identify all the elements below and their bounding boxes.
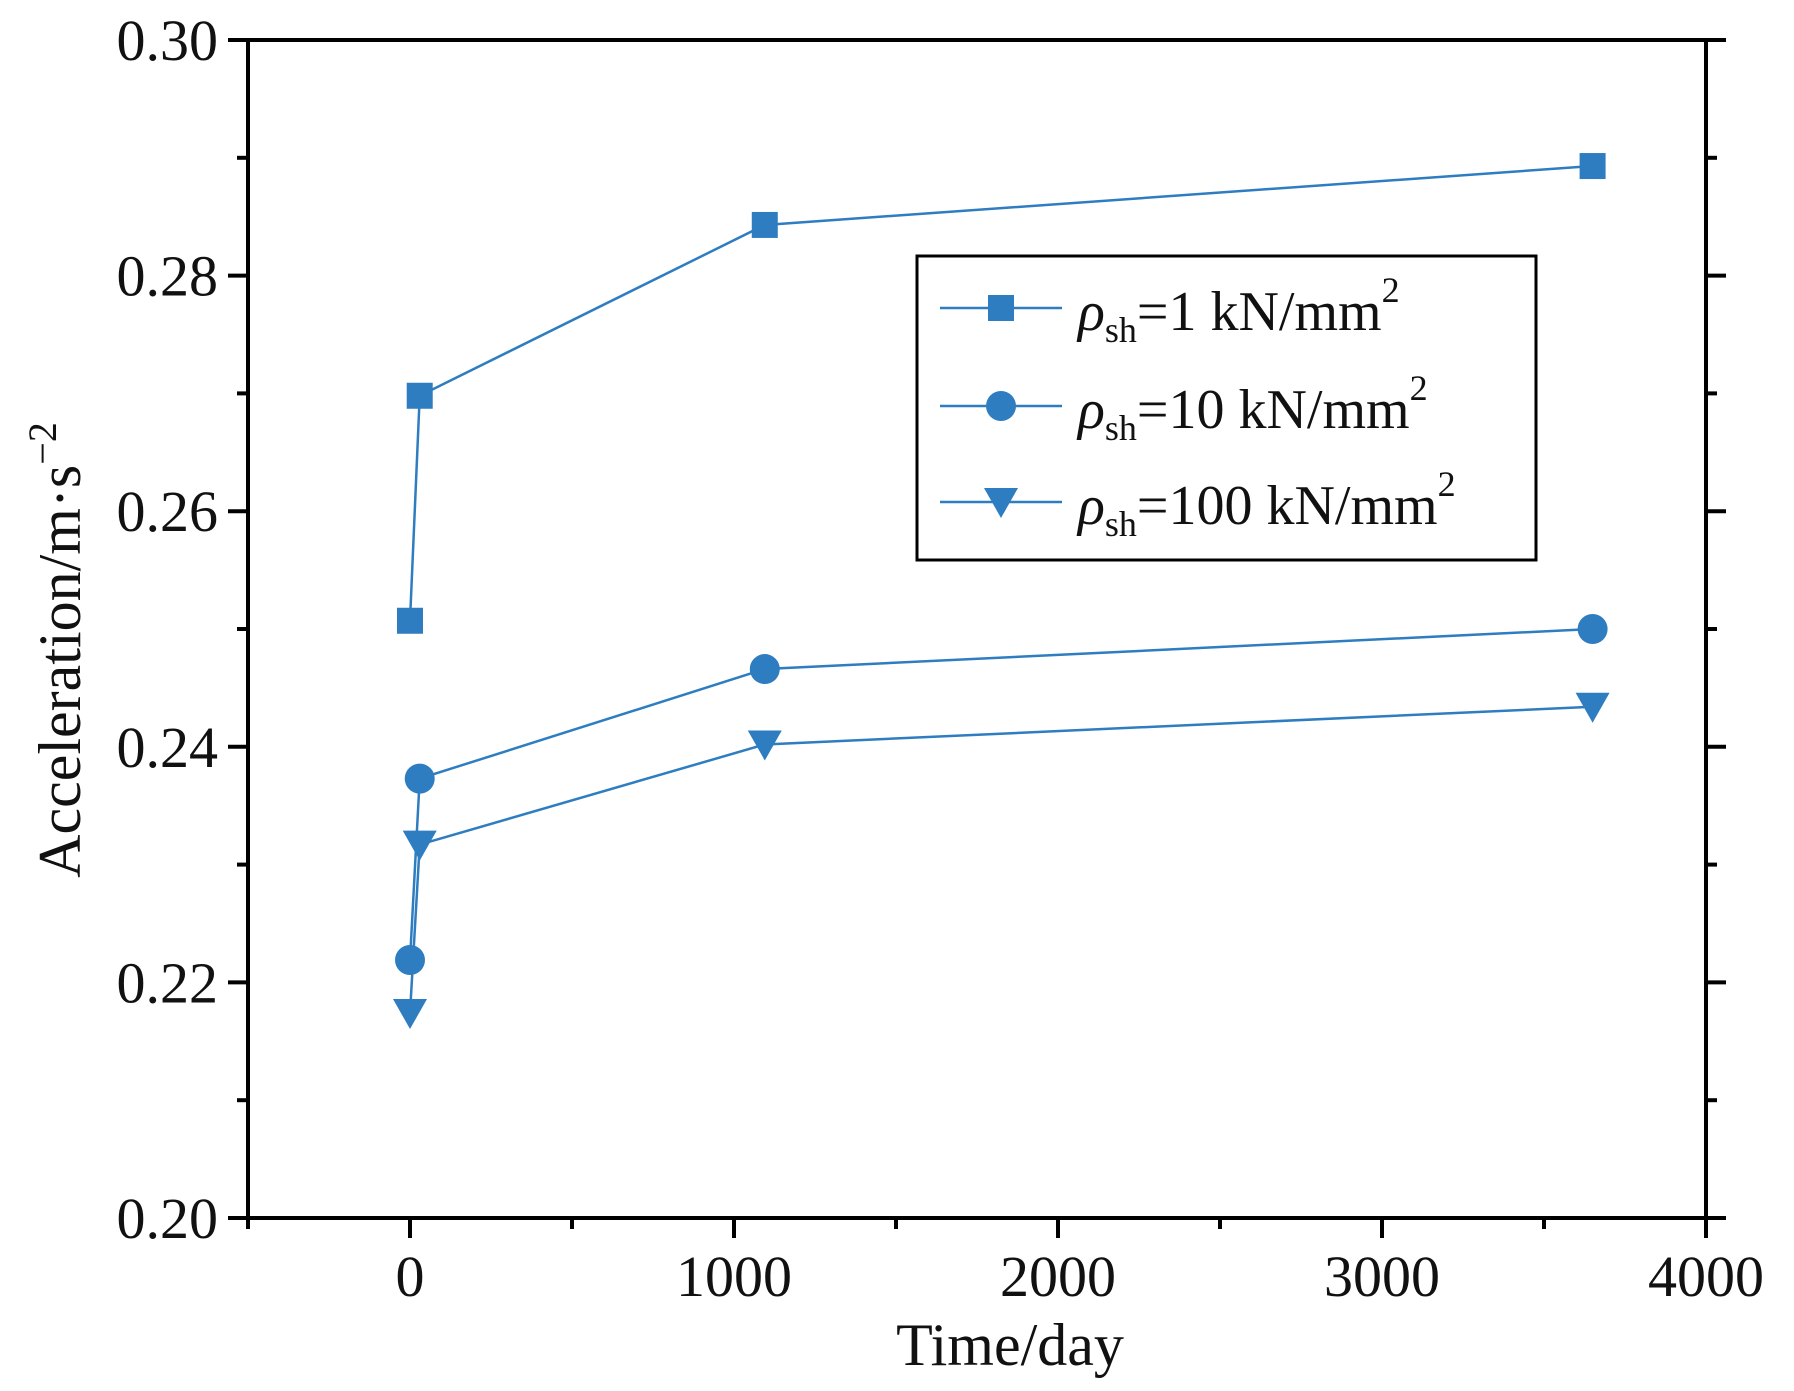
legend-label: ρsh=10 kN/mm2 (1076, 368, 1428, 448)
x-tick-label: 4000 (1648, 1244, 1764, 1309)
legend-marker (986, 391, 1016, 421)
series-line (408, 705, 1593, 1014)
series-1 (397, 153, 1606, 634)
data-point (404, 763, 435, 794)
plot-area (246, 38, 1708, 1220)
data-point (397, 607, 423, 634)
y-tick-label: 0.26 (117, 479, 219, 544)
legend-item-2: ρsh=10 kN/mm2 (940, 368, 1428, 448)
svg-text:Acceleration/m·s−2: Acceleration/m·s−2 (20, 422, 93, 878)
data-point (1575, 692, 1610, 723)
y-axis: 0.20 0.22 0.24 0.26 0.28 0.30 (117, 8, 1726, 1251)
series-layer (393, 153, 1610, 1030)
data-point (749, 654, 780, 685)
legend: ρsh=1 kN/mm2 ρsh=10 kN/mm2 ρsh=100 kN/mm2 (915, 254, 1538, 562)
data-point (1577, 614, 1608, 644)
series-2 (395, 614, 1608, 976)
data-point (406, 382, 433, 409)
y-axis-title-exponent: −2 (20, 422, 65, 465)
y-tick-label: 0.22 (117, 950, 219, 1015)
x-axis-title: Time/day (896, 1312, 1124, 1378)
y-tick-label: 0.20 (117, 1186, 219, 1251)
series-line (408, 164, 1593, 621)
series-line (408, 627, 1593, 961)
data-point (747, 730, 782, 761)
legend-label: ρsh=100 kN/mm2 (1076, 464, 1456, 544)
legend-label: ρsh=1 kN/mm2 (1076, 270, 1400, 350)
legend-marker (984, 488, 1018, 518)
x-axis: 0 1000 2000 3000 4000 (246, 1218, 1764, 1309)
series-3 (393, 692, 1610, 1030)
y-tick-label: 0.28 (117, 244, 219, 309)
legend-marker (988, 295, 1014, 321)
data-point (395, 945, 425, 976)
y-tick-label: 0.24 (117, 715, 219, 780)
y-tick-label: 0.30 (117, 8, 219, 73)
legend-item-3: ρsh=100 kN/mm2 (940, 464, 1456, 544)
y-axis-title: Acceleration/m·s−2 (20, 422, 93, 878)
plot-frame (246, 38, 1708, 1220)
data-point (751, 211, 778, 238)
data-point (393, 999, 427, 1030)
x-tick-label: 1000 (676, 1244, 792, 1309)
data-point (402, 830, 437, 861)
legend-item-1: ρsh=1 kN/mm2 (940, 270, 1400, 350)
x-tick-label: 2000 (1000, 1244, 1116, 1309)
x-tick-label: 0 (396, 1244, 425, 1309)
y-axis-title-text: Acceleration/m·s (27, 465, 93, 878)
x-tick-label: 3000 (1324, 1244, 1440, 1309)
data-point (1579, 153, 1606, 180)
legend-box (915, 254, 1538, 562)
